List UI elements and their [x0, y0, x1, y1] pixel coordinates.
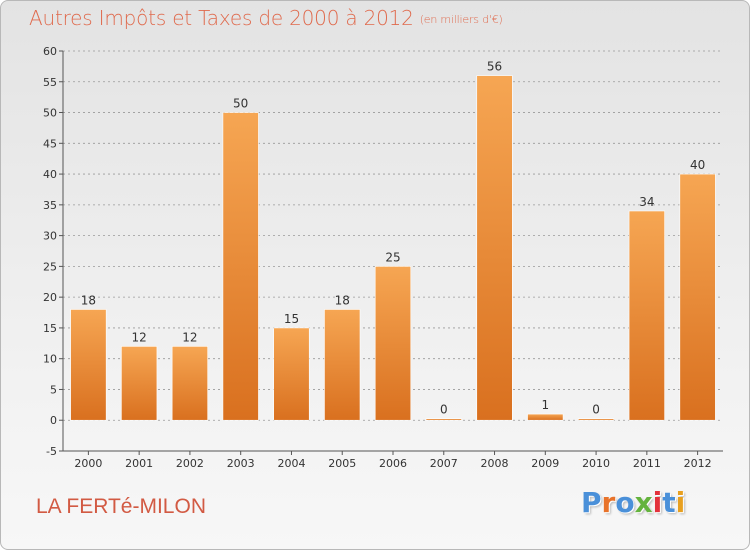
bar-2001: [121, 346, 158, 421]
logo-letter: i: [675, 486, 686, 519]
y-tick-label: 15: [43, 322, 57, 335]
x-tick-label: 2012: [684, 457, 712, 470]
x-tick-label: 2004: [277, 457, 305, 470]
x-tick-label: 2001: [125, 457, 153, 470]
y-tick-label: 50: [43, 107, 57, 120]
y-tick-label: 0: [50, 414, 57, 427]
chart-title-text: Autres Impôts et Taxes de 2000 à 2012: [29, 6, 414, 30]
data-label-2012: 40: [690, 158, 705, 172]
x-tick-label: 2002: [176, 457, 204, 470]
x-tick-label: 2009: [531, 457, 559, 470]
data-label-2004: 15: [284, 312, 299, 326]
bar-2002: [171, 346, 208, 421]
location-name: LA FERTé-MILON: [36, 495, 206, 518]
data-label-2005: 18: [335, 293, 350, 307]
x-tick-label: 2005: [328, 457, 356, 470]
data-label-2000: 18: [81, 293, 96, 307]
logo-letter: t: [662, 486, 676, 519]
y-tick-label: 60: [43, 45, 57, 58]
y-tick-label: 20: [43, 291, 57, 304]
bar-2005: [324, 309, 361, 421]
y-tick-label: 5: [50, 383, 57, 396]
chart-unit: (en milliers d'€): [419, 13, 503, 26]
data-label-2006: 25: [385, 250, 400, 264]
data-label-2011: 34: [639, 195, 654, 209]
data-label-2007: 0: [440, 403, 448, 417]
bars: [70, 75, 716, 421]
y-tick-label: 35: [43, 199, 57, 212]
y-tick-label: 55: [43, 76, 57, 89]
y-tick-label: 40: [43, 168, 57, 181]
data-label-2009: 1: [541, 398, 549, 412]
x-tick-label: 2006: [379, 457, 407, 470]
logo-letter: r: [601, 486, 616, 519]
x-tick-label: 2000: [74, 457, 102, 470]
logo-letter: x: [634, 486, 653, 519]
chart-title: Autres Impôts et Taxes de 2000 à 2012 (en…: [29, 6, 503, 30]
bar-2003: [222, 112, 259, 421]
data-labels: 18 12 12 50 15 18 25 0 56 1 0 34 40: [81, 60, 706, 417]
x-tick-label: 2010: [582, 457, 610, 470]
x-tick-label: 2007: [430, 457, 458, 470]
y-tick-label: 30: [43, 230, 57, 243]
logo-letter: o: [615, 486, 635, 519]
bar-2007: [425, 418, 462, 421]
data-label-2010: 0: [592, 403, 600, 417]
data-label-2003: 50: [233, 97, 248, 111]
y-tick-label: 25: [43, 260, 57, 273]
data-label-2001: 12: [132, 330, 147, 344]
bar-2000: [70, 309, 107, 421]
data-label-2002: 12: [182, 330, 197, 344]
y-tick-label: 10: [43, 353, 57, 366]
bar-2006: [374, 266, 412, 421]
logo-letter: i: [652, 486, 663, 519]
x-tick-label: 2011: [633, 457, 661, 470]
bar-2008: [476, 75, 513, 421]
bar-2010: [578, 418, 615, 421]
y-tick-label: -5: [46, 445, 57, 458]
bar-2009: [527, 413, 564, 421]
x-tick-label: 2008: [481, 457, 509, 470]
proxiti-logo[interactable]: Proxiti: [581, 486, 685, 519]
bar-2012: [679, 173, 716, 421]
bar-2011: [628, 210, 665, 421]
x-tick-label: 2003: [227, 457, 255, 470]
y-tick-label: 45: [43, 137, 57, 150]
data-label-2008: 56: [487, 60, 502, 74]
bar-2004: [273, 327, 310, 421]
logo-letter: P: [581, 486, 602, 519]
